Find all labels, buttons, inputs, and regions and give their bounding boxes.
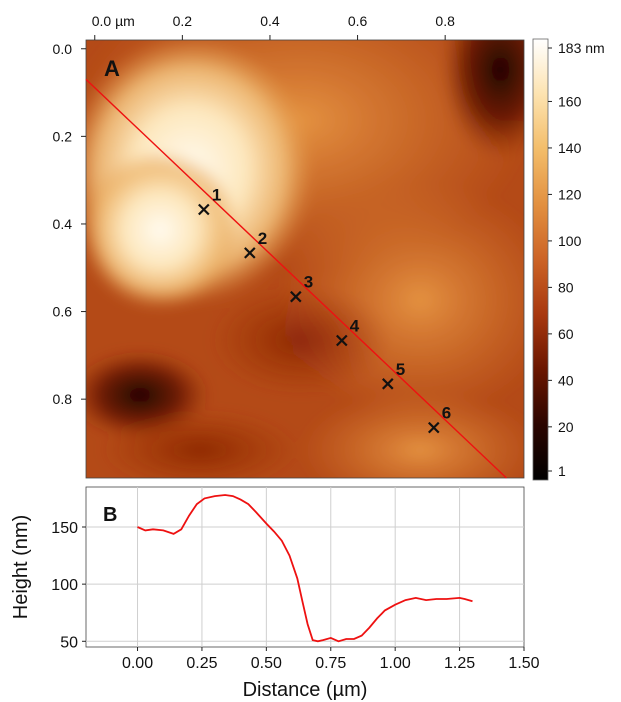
profile-marker-label: 3 [304,273,313,292]
a-y-tick-label: 0.8 [53,391,73,407]
profile-marker-cross [336,334,348,347]
colorbar-gradient [532,38,549,481]
colorbar-tick-label: 120 [558,186,582,202]
profile-y-axis: 50 100 150 [51,520,86,651]
panel-b: B 0.00 0.25 0.50 0.75 1.00 1.25 1.50 50100150 … [10,486,540,701]
a-x-tick-label: 0.0 µm [92,13,135,29]
y-axis-title: Height (nm) [10,515,32,619]
colorbar-tick-label: 20 [558,419,574,435]
colorbar-tick-label: 140 [558,140,582,156]
colorbar-tick-label: 183 nm [558,40,605,56]
a-y-tick-label: 0.6 [53,304,73,320]
colorbar-ticks: 183 nm 160 140 120 100 80 60 40 20 1 [548,40,605,479]
b-x-tick-label: 1.25 [444,655,475,672]
profile-plot-frame [85,486,525,648]
a-x-tick-label: 0.8 [435,13,455,29]
b-x-tick-label: 0.75 [315,655,346,672]
colorbar: 183 nm 160 140 120 100 80 60 40 20 1 [532,38,605,481]
colorbar-tick-label: 40 [558,372,574,388]
profile-marker-cross [244,247,256,259]
a-y-tick-label: 0.0 [53,41,73,57]
b-y-tick-label: 50 [60,634,78,651]
a-y-tick-label: 0.2 [53,128,73,144]
b-x-tick-label: 1.50 [508,655,539,672]
profile-marker-label: 6 [442,404,451,423]
a-y-tick-label: 0.4 [53,216,73,232]
profile-x-axis: 0.00 0.25 0.50 0.75 1.00 1.25 1.50 [122,647,540,672]
panel-a-label: A [104,56,120,81]
profile-grid [86,487,524,647]
a-x-tick-label: 0.4 [260,13,280,29]
profile-series-line [137,494,473,643]
b-x-tick-label: 0.25 [186,655,217,672]
b-x-tick-label: 1.00 [380,655,411,672]
b-y-tick-label: 150 [51,520,78,537]
height-map-image [86,40,524,478]
profile-marker-label: 2 [258,229,267,248]
panel-b-label: B [103,504,117,526]
profile-marker-cross [382,378,394,390]
panel-a-y-axis: 0.0 0.2 0.4 0.6 0.8 [53,41,86,407]
a-x-tick-label: 0.2 [173,13,193,29]
colorbar-tick-label: 80 [558,279,574,295]
a-x-tick-label: 0.6 [348,13,368,29]
colorbar-tick-label: 160 [558,93,582,109]
profile-marker-cross [290,290,302,303]
panel-a-x-axis: 0.0 µm 0.2 0.4 0.6 0.8 [92,13,455,40]
panel-a: 1 2 3 4 5 6 A 0.0 µm 0.2 0.4 0.6 0.8 0.0 0.2 0.4 0.6… [53,13,525,479]
profile-marker-cross [198,203,210,216]
profile-marker-label: 5 [396,360,405,379]
b-x-tick-label: 0.50 [251,655,282,672]
colorbar-tick-label: 1 [558,463,566,479]
x-axis-title: Distance (µm) [243,679,368,701]
profile-markers: 1 2 3 4 5 6 [198,186,451,434]
colorbar-tick-label: 100 [558,233,582,249]
b-y-tick-label: 100 [51,577,78,594]
profile-marker-label: 4 [350,316,360,335]
image-frame [85,39,525,479]
profile-marker-cross [427,421,440,434]
colorbar-tick-label: 60 [558,326,574,342]
profile-marker-label: 1 [212,186,221,205]
profile-line [85,78,507,479]
b-x-tick-label: 0.00 [122,655,153,672]
